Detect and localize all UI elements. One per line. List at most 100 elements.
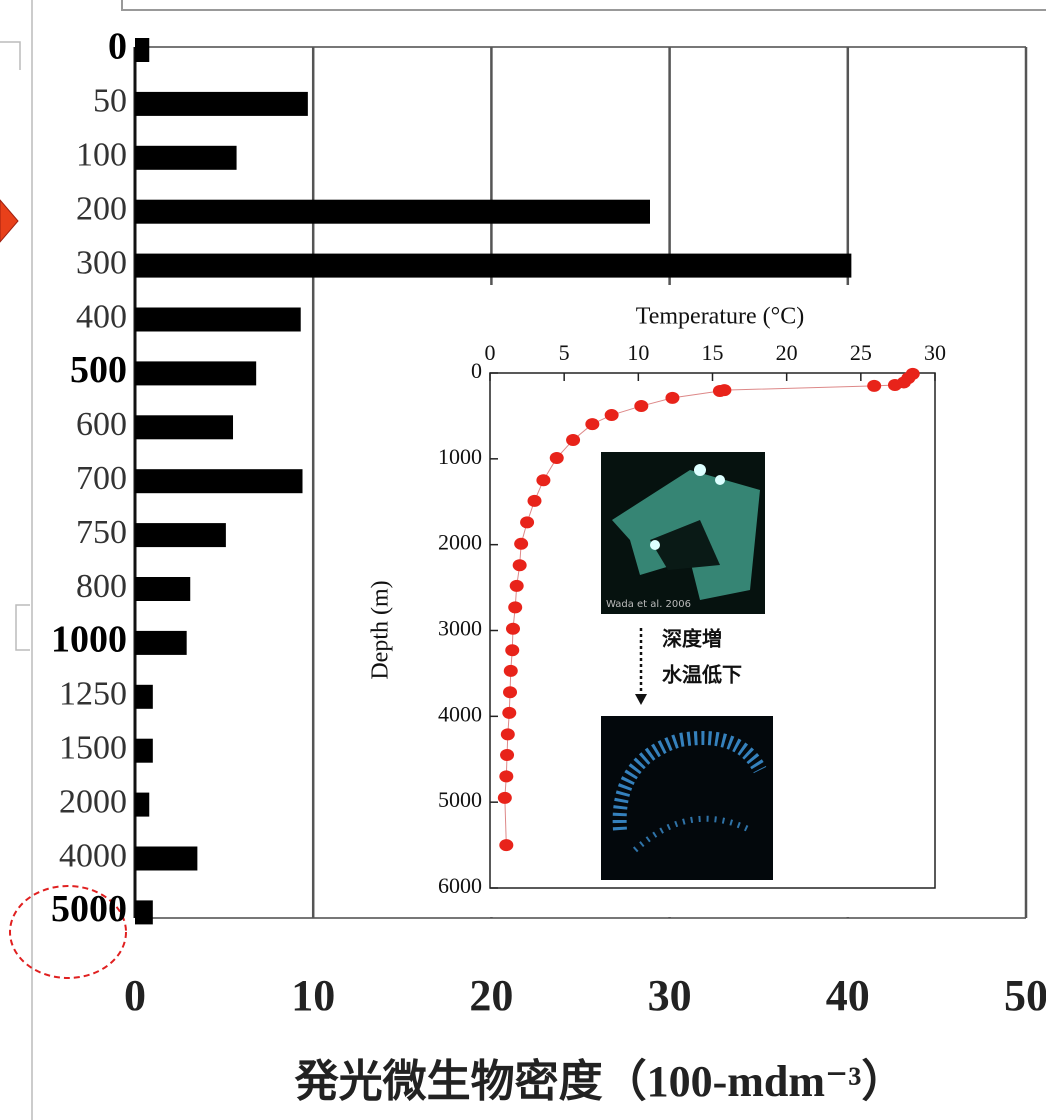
bar [135, 253, 852, 278]
x-tick-label: 20 [469, 971, 513, 1020]
data-point [566, 433, 581, 446]
photo-glow [632, 815, 752, 853]
y-tick-label: 0 [108, 26, 127, 68]
y-tick-label: 1250 [59, 676, 127, 713]
data-point [502, 706, 517, 719]
y-tick-label: 4000 [59, 837, 127, 874]
bar [135, 900, 153, 925]
x-tick-label: 0 [124, 971, 146, 1020]
y-tick-label: 0 [471, 358, 482, 383]
bar [135, 846, 198, 871]
bar [135, 469, 303, 494]
x-tick-label: 10 [291, 971, 335, 1020]
highlight-circle [9, 885, 127, 979]
y-tick-label: 200 [76, 190, 127, 227]
y-tick-label: 2000 [59, 783, 127, 820]
data-point [549, 451, 564, 464]
y-tick-label: 700 [76, 460, 127, 497]
bar [135, 91, 308, 116]
data-point [503, 664, 518, 677]
annotation: 水温低下 [662, 663, 742, 687]
data-point [512, 559, 527, 572]
bar [135, 577, 191, 601]
y-tick-label: 50 [93, 83, 127, 120]
photo-speck [715, 475, 725, 485]
data-point [509, 579, 524, 592]
y-tick-label: 3000 [438, 616, 482, 641]
x-tick-label: 5 [559, 340, 570, 365]
x-tick-label: 0 [485, 340, 496, 365]
bar [135, 792, 150, 817]
y-tick-label: 5000 [438, 787, 482, 812]
y-tick-label: 2000 [438, 530, 482, 555]
y-tick-label: 500 [70, 349, 127, 391]
x-tick-label: 25 [850, 340, 872, 365]
y-tick-label: 400 [76, 298, 127, 335]
bar [135, 415, 234, 440]
data-point [527, 494, 542, 507]
bar [135, 361, 257, 386]
y-tick-label: 5000 [51, 888, 127, 930]
data-point [505, 644, 520, 657]
data-point [500, 748, 515, 761]
photo-speck [650, 540, 660, 550]
bar [135, 630, 187, 655]
y-tick-label: 300 [76, 244, 127, 281]
bar [135, 145, 237, 170]
annotation: 深度増 [662, 627, 722, 651]
photo-glow [612, 731, 767, 831]
y-tick-label: 800 [76, 568, 127, 605]
data-point [712, 385, 727, 398]
bar-chart: 発光微生物密度（100-mdm⁻³） 0 10 20 30 40 500501002003… [51, 26, 1046, 1106]
y-tick-label: 1000 [51, 619, 127, 661]
data-point [867, 379, 882, 392]
x-tick-label: 50 [1004, 971, 1046, 1020]
x-tick-label: 30 [924, 340, 946, 365]
bar [135, 199, 650, 224]
data-point [520, 516, 535, 529]
y-tick-label: 1500 [59, 729, 127, 766]
photo-credit: Wada et al. 2006 [606, 599, 691, 610]
data-point [634, 400, 649, 413]
inset-chart: Temperature (°C) Depth (m) Wada et al. 2… [335, 285, 963, 917]
x-tick-label: 15 [702, 340, 724, 365]
photo-shadow [650, 520, 720, 570]
data-point [500, 728, 515, 741]
data-point [499, 839, 514, 852]
x-axis-label: 発光微生物密度（100-mdm⁻³） [294, 1057, 906, 1106]
inset-y-label: Depth (m) [368, 580, 394, 679]
x-tick-label: 30 [648, 971, 692, 1020]
data-point [536, 474, 551, 487]
y-tick-label: 1000 [438, 444, 482, 469]
depth-arrow-head [635, 694, 647, 705]
x-tick-label: 10 [627, 340, 649, 365]
pointer-arrow [0, 199, 19, 243]
y-tick-label: 750 [76, 514, 127, 551]
data-point [503, 686, 518, 699]
bar [135, 307, 301, 332]
inset-x-label: Temperature (°C) [636, 304, 805, 330]
data-point [508, 601, 523, 614]
bar [135, 38, 150, 62]
photo-speck [694, 464, 706, 476]
y-tick-label: 4000 [438, 701, 482, 726]
data-point [514, 537, 529, 550]
x-tick-label: 40 [826, 971, 870, 1020]
bar [135, 684, 153, 709]
data-point [604, 409, 619, 422]
data-point [887, 379, 902, 392]
data-point [499, 770, 514, 783]
y-tick-label: 100 [76, 137, 127, 174]
data-point [505, 622, 520, 635]
photo-background [601, 716, 773, 880]
y-tick-label: 600 [76, 406, 127, 443]
data-point [585, 418, 600, 431]
x-tick-label: 20 [776, 340, 798, 365]
photo-warm: Wada et al. 2006 [601, 452, 765, 614]
data-point [497, 791, 512, 804]
bracket [0, 41, 30, 651]
y-tick-label: 6000 [438, 873, 482, 898]
bar [135, 738, 153, 763]
